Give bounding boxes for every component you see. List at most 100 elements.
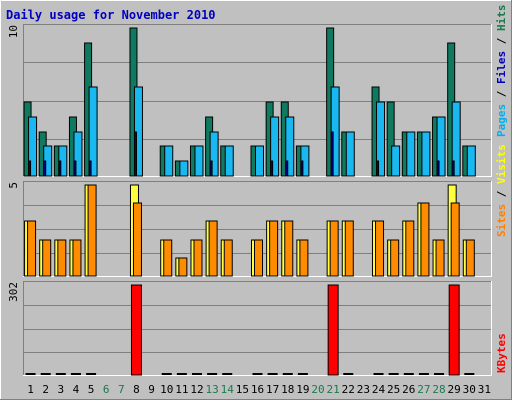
bar-sites-day-12 — [193, 239, 203, 277]
bar-files-day-12 — [194, 145, 204, 177]
bar-kbytes-day-17 — [267, 373, 278, 375]
x-tick-label: 4 — [73, 383, 80, 396]
bar-kbytes-day-18 — [282, 373, 293, 375]
x-tick-label: 12 — [190, 383, 203, 396]
bar-pages-day-19 — [300, 160, 304, 177]
bar-sites-day-29 — [450, 202, 460, 277]
scale-label-visits: 5 — [7, 182, 20, 189]
bar-kbytes-day-27 — [418, 373, 429, 375]
legend-entry: / — [495, 84, 508, 104]
bar-sites-day-11 — [178, 257, 188, 277]
bar-sites-day-26 — [405, 220, 415, 277]
x-tick-label: 2 — [42, 383, 49, 396]
bar-pages-day-18 — [285, 160, 289, 177]
x-tick-label: 24 — [372, 383, 386, 396]
legend-label-hits: Pages / Files / Hits — [495, 5, 508, 138]
bar-sites-day-5 — [87, 184, 97, 277]
legend-label-visits: Sites / Visits — [495, 144, 508, 237]
legend-entry: Visits — [495, 144, 508, 184]
x-tick-label: 26 — [402, 383, 415, 396]
x-tick-label: 31 — [478, 383, 491, 396]
bar-kbytes-day-4 — [70, 373, 81, 375]
bar-files-day-18 — [285, 116, 295, 177]
bar-kbytes-day-14 — [222, 373, 233, 375]
bar-files-day-11 — [179, 160, 189, 177]
bar-sites-day-25 — [390, 239, 400, 277]
plot-area-kbytes — [23, 281, 492, 376]
x-tick-label: 13 — [205, 383, 218, 396]
x-tick-label: 1 — [27, 383, 34, 396]
bar-sites-day-28 — [435, 239, 445, 277]
bar-pages-day-17 — [270, 160, 274, 177]
bar-kbytes-day-19 — [297, 373, 308, 375]
bar-kbytes-day-10 — [161, 373, 172, 375]
bar-kbytes-day-11 — [176, 373, 187, 375]
legend-labels: Pages / Files / Hits Sites / Visits KBytes — [495, 5, 508, 374]
x-tick-label: 30 — [463, 383, 476, 396]
bar-kbytes-day-30 — [464, 373, 475, 375]
bar-pages-day-4 — [73, 160, 77, 177]
bar-sites-day-30 — [465, 239, 475, 277]
x-tick-label: 6 — [103, 383, 110, 396]
x-tick-label: 14 — [221, 383, 235, 396]
bar-kbytes-day-25 — [388, 373, 399, 375]
bar-pages-day-2 — [43, 160, 47, 177]
x-tick-label: 7 — [118, 383, 125, 396]
bar-kbytes-day-21 — [327, 284, 339, 376]
x-tick-label: 15 — [236, 383, 249, 396]
bar-files-day-28 — [436, 116, 446, 177]
x-tick-label: 18 — [281, 383, 294, 396]
bar-kbytes-day-24 — [373, 373, 384, 375]
bar-files-day-14 — [224, 145, 234, 177]
bar-sites-day-2 — [42, 239, 52, 277]
x-tick-label: 23 — [357, 383, 370, 396]
x-tick-label: 29 — [448, 383, 461, 396]
x-tick-label: 21 — [327, 383, 340, 396]
x-tick-label: 3 — [58, 383, 65, 396]
x-tick-label: 9 — [148, 383, 155, 396]
bar-sites-day-17 — [269, 220, 279, 277]
bar-pages-day-3 — [58, 160, 62, 177]
x-tick-label: 11 — [175, 383, 188, 396]
bar-kbytes-day-12 — [191, 373, 202, 375]
legend-entry: / — [495, 184, 508, 204]
bar-files-day-27 — [421, 131, 431, 177]
legend-entry: Files — [495, 51, 508, 84]
bar-sites-day-3 — [57, 239, 67, 277]
x-tick-label: 19 — [296, 383, 309, 396]
legend-entry: Pages — [495, 104, 508, 137]
legend-entry: Sites — [495, 204, 508, 237]
bar-kbytes-day-3 — [55, 373, 66, 375]
bar-files-day-10 — [164, 145, 174, 177]
bar-kbytes-day-8 — [130, 284, 142, 376]
bar-sites-day-19 — [299, 239, 309, 277]
bar-pages-day-21 — [330, 131, 334, 177]
bar-sites-day-24 — [375, 220, 385, 277]
bar-kbytes-day-2 — [40, 373, 51, 375]
bar-pages-day-24 — [376, 160, 380, 177]
legend-label-kbytes: KBytes — [495, 333, 508, 373]
bar-kbytes-day-28 — [434, 373, 445, 375]
bar-files-day-24 — [376, 101, 386, 177]
bar-pages-day-13 — [209, 160, 213, 177]
bar-pages-day-29 — [451, 160, 455, 177]
x-tick-label: 16 — [251, 383, 264, 396]
bar-kbytes-day-13 — [207, 373, 218, 375]
bar-files-day-30 — [466, 145, 476, 177]
bar-hits-day-25 — [386, 101, 395, 177]
x-tick-label: 25 — [387, 383, 400, 396]
bar-sites-day-27 — [420, 202, 430, 277]
bar-kbytes-day-26 — [403, 373, 414, 375]
bar-kbytes-day-1 — [25, 373, 36, 375]
bar-files-day-1 — [28, 116, 38, 177]
bar-sites-day-13 — [208, 220, 218, 277]
x-tick-label: 22 — [342, 383, 355, 396]
legend-entry: / — [495, 31, 508, 51]
bar-files-day-17 — [270, 116, 280, 177]
bar-files-day-26 — [406, 131, 416, 177]
chart-title: Daily usage for November 2010 — [6, 8, 216, 22]
bar-files-day-4 — [73, 131, 83, 177]
bar-sites-day-18 — [284, 220, 294, 277]
